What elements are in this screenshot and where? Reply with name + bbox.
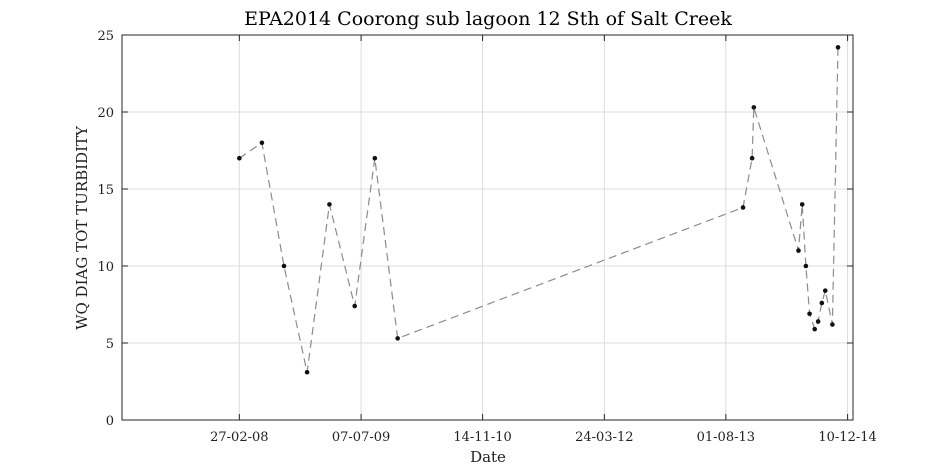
y-tick-label: 0 [106, 414, 114, 429]
data-point [822, 288, 828, 293]
grid-lines [122, 34, 853, 421]
x-tick-label: 24-03-12 [575, 430, 633, 445]
data-point [819, 300, 825, 306]
data-point [830, 322, 835, 327]
x-tick-label: 27-02-08 [210, 430, 268, 445]
series-line [238, 47, 839, 373]
x-tick-label: 14-11-10 [453, 430, 511, 445]
y-axis-label: WQ DIAG TOT TURBIDITY [73, 125, 91, 330]
data-point [740, 205, 746, 210]
data-point [749, 155, 755, 161]
data-point [799, 202, 805, 207]
chart-title: EPA2014 Coorong sub lagoon 12 Sth of Sal… [244, 8, 732, 30]
data-point [812, 326, 818, 332]
x-axis-label: Date [470, 448, 506, 466]
data-points [237, 45, 841, 375]
data-point [352, 303, 358, 309]
plot-frame [121, 34, 854, 421]
y-tick-label: 10 [97, 260, 114, 275]
x-tick-label: 10-12-14 [818, 430, 876, 445]
data-point [395, 336, 400, 341]
tick-labels: 27-02-08 07-07-09 14-11-10 24-03-12 01-08-13… [97, 29, 876, 445]
data-point [751, 105, 757, 110]
data-point [807, 311, 812, 317]
data-point [372, 155, 378, 161]
data-point [281, 263, 287, 269]
y-tick-label: 25 [97, 29, 114, 44]
data-point [237, 155, 242, 161]
y-tick-label: 5 [106, 337, 114, 352]
data-point [835, 45, 841, 50]
x-tick-label: 01-08-13 [697, 430, 755, 445]
data-point [803, 263, 809, 269]
data-point [796, 248, 801, 253]
data-point [259, 140, 265, 146]
axis-ticks [122, 34, 853, 421]
x-tick-label: 07-07-09 [332, 430, 390, 445]
y-tick-label: 15 [97, 183, 114, 198]
y-tick-label: 20 [97, 106, 114, 121]
data-point [815, 319, 821, 324]
data-point [327, 202, 332, 207]
data-point [304, 369, 310, 375]
